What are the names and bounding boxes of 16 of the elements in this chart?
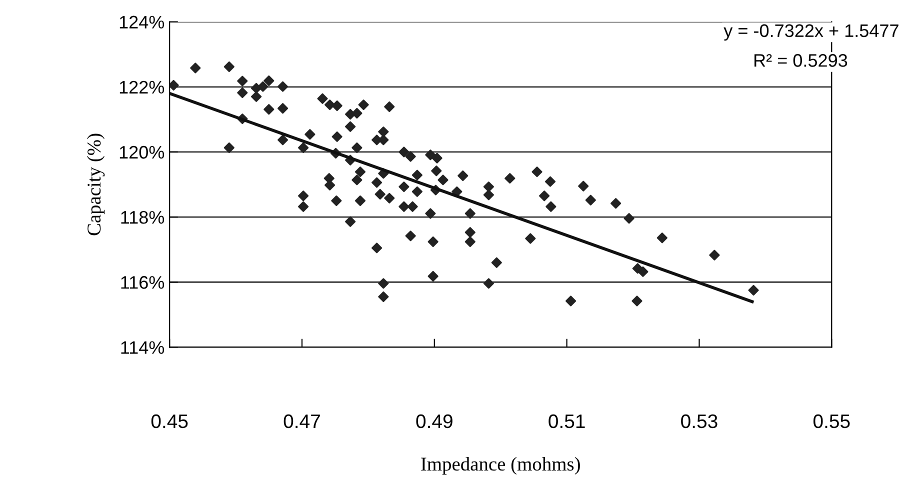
x-tick-label: 0.45 <box>151 414 188 428</box>
x-tick-label: 0.49 <box>416 414 452 428</box>
y-tick-label: 116% <box>121 276 164 289</box>
y-tick-label: 124% <box>120 16 164 28</box>
y-tick-label: 114% <box>121 341 164 354</box>
x-axis-title: Impedance (mohms) <box>421 456 580 475</box>
y-axis-title: Capacity (%) <box>86 134 105 236</box>
x-tick-label: 0.55 <box>813 414 850 428</box>
x-tick-label: 0.47 <box>284 414 320 428</box>
annotation: y = -0.7322x + 1.5477 <box>724 24 898 41</box>
annotation: R² = 0.5293 <box>754 54 848 67</box>
x-tick-label: 0.51 <box>548 414 585 428</box>
y-tick-label: 118% <box>121 210 164 224</box>
y-tick-label: 122% <box>120 80 164 94</box>
x-tick-label: 0.53 <box>681 414 718 428</box>
y-tick-label: 120% <box>120 146 164 159</box>
